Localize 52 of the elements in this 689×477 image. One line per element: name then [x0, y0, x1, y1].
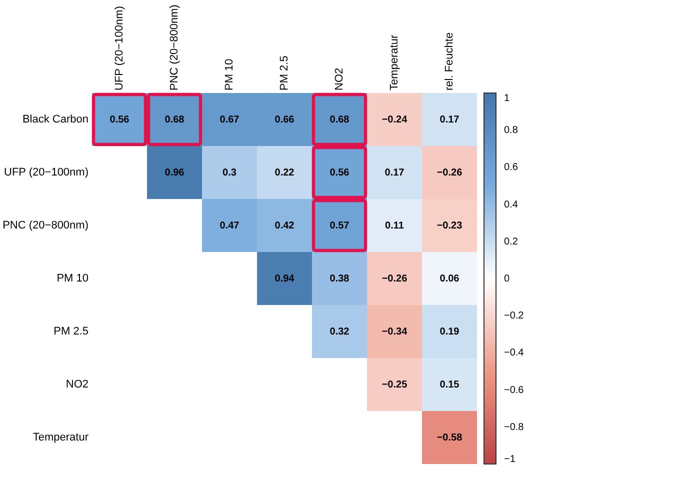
data-label: −0.25 — [382, 380, 408, 390]
color-bar-label: −1 — [504, 454, 516, 465]
data-label: 0.11 — [385, 220, 404, 232]
y-tick-label: PNC (20−800nm) — [2, 220, 88, 232]
data-label: 0.22 — [274, 168, 295, 178]
data-label: 0.68 — [164, 114, 185, 126]
y-tick-label: PM 10 — [56, 272, 88, 284]
data-label: −0.24 — [382, 114, 408, 126]
data-label: 0.3 — [222, 168, 237, 178]
data-label: −0.34 — [382, 326, 408, 338]
data-label: 0.96 — [164, 168, 185, 178]
y-tick-label: UFP (20−100nm) — [4, 166, 88, 178]
data-label: 0.56 — [330, 168, 350, 178]
data-label: 0.19 — [440, 326, 460, 338]
data-label: −0.23 — [436, 220, 463, 232]
data-label: 0.94 — [274, 274, 295, 284]
data-label: 0.56 — [110, 114, 130, 126]
data-label: 0.06 — [440, 274, 460, 284]
color-bar-label: −0.4 — [504, 348, 524, 359]
color-bar-label: 0.2 — [504, 236, 518, 248]
data-label: −0.26 — [436, 168, 463, 178]
color-bar-label: 0.8 — [504, 125, 518, 136]
data-label: 0.66 — [274, 114, 295, 126]
data-label: 0.42 — [274, 220, 295, 232]
color-bar-label: −0.6 — [504, 384, 524, 396]
x-tick-label: Temperatur — [388, 34, 400, 90]
data-label: 0.38 — [330, 274, 350, 284]
x-tick-label: rel. Feuchte — [444, 32, 456, 90]
data-label: 0.68 — [330, 114, 350, 126]
x-tick-label: PM 10 — [224, 58, 236, 90]
x-tick-label: NO2 — [334, 68, 346, 90]
data-label: 0.15 — [440, 380, 460, 390]
color-bar-label: 0 — [504, 274, 510, 284]
color-bar-label: −0.2 — [504, 310, 524, 322]
data-label: 0.47 — [220, 220, 240, 232]
color-bar-label: 0.6 — [504, 162, 518, 174]
color-bar-label: 1 — [504, 93, 510, 104]
color-bar-label: −0.8 — [504, 422, 524, 433]
data-label: 0.32 — [330, 326, 350, 338]
y-tick-label: Black Carbon — [22, 114, 88, 126]
y-tick-label: PM 2.5 — [54, 326, 88, 338]
x-tick-label: PM 2.5 — [278, 56, 290, 90]
data-label: 0.17 — [384, 168, 405, 178]
color-bar-label: 0.4 — [504, 199, 518, 210]
y-tick-label: NO2 — [66, 378, 88, 390]
data-label: 0.17 — [440, 114, 460, 126]
data-label: −0.58 — [436, 432, 463, 444]
data-label: 0.57 — [330, 220, 350, 232]
y-tick-label: Temperatur — [32, 432, 89, 444]
x-tick-label: PNC (20−800nm) — [168, 4, 180, 90]
data-label: 0.67 — [220, 114, 240, 126]
data-label: −0.26 — [382, 274, 408, 284]
